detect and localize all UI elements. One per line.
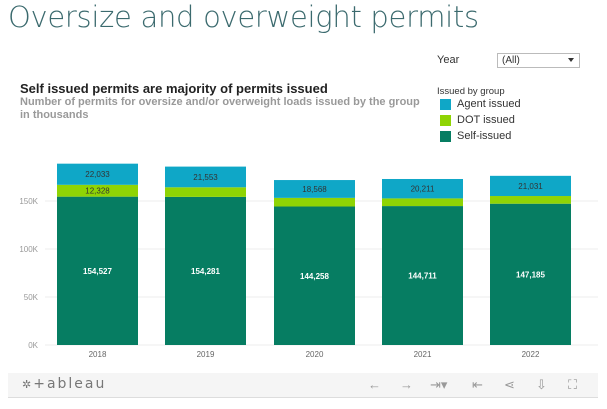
- y-tick-label: 100K: [19, 245, 38, 254]
- download-icon[interactable]: ⇩: [536, 377, 547, 392]
- data-label: 154,527: [83, 267, 112, 276]
- legend-item-agent[interactable]: Agent issued: [440, 97, 521, 111]
- tableau-logo[interactable]: ✲+ableau: [22, 376, 107, 392]
- bar-segment-agent-issued[interactable]: [274, 180, 355, 198]
- revert-icon[interactable]: ⇥▾: [430, 377, 448, 392]
- x-tick-label: 2020: [306, 350, 324, 359]
- legend-item-self[interactable]: Self-issued: [440, 129, 511, 143]
- data-label: 21,553: [193, 173, 218, 182]
- y-tick-label: 0K: [28, 341, 38, 350]
- page-title: Oversize and overweight permits: [8, 0, 479, 34]
- x-tick-label: 2018: [89, 350, 107, 359]
- y-tick-label: 150K: [19, 197, 38, 206]
- year-filter-dropdown[interactable]: (All): [497, 53, 580, 68]
- fullscreen-icon[interactable]: ⛶: [568, 377, 578, 392]
- x-tick-label: 2022: [522, 350, 540, 359]
- bar-segment-dot-issued[interactable]: [382, 198, 463, 207]
- legend-title: Issued by group: [437, 86, 505, 97]
- legend-swatch-self: [440, 130, 451, 142]
- data-label: 21,031: [518, 182, 543, 191]
- legend-swatch-agent: [440, 98, 451, 110]
- legend-label: Self-issued: [457, 130, 512, 142]
- chart-subtitle: Number of permits for oversize and/or ov…: [20, 96, 420, 121]
- data-label: 22,033: [85, 170, 110, 179]
- chart-title: Self issued permits are majority of perm…: [20, 81, 328, 96]
- bar-segment-self-issued[interactable]: [382, 206, 463, 345]
- bar-segment-agent-issued[interactable]: [165, 166, 246, 188]
- y-tick-label: 50K: [24, 293, 39, 302]
- bar-segment-agent-issued[interactable]: [57, 163, 138, 185]
- data-label: 154,281: [191, 267, 220, 276]
- bar-segment-self-issued[interactable]: [274, 206, 355, 345]
- data-label: 144,258: [300, 272, 329, 281]
- bar-segment-dot-issued[interactable]: [165, 187, 246, 197]
- bar-segment-self-issued[interactable]: [490, 203, 571, 345]
- bar-segment-self-issued[interactable]: [57, 196, 138, 345]
- year-filter-value: (All): [502, 55, 520, 66]
- bar-segment-dot-issued[interactable]: [274, 197, 355, 207]
- legend-item-dot[interactable]: DOT issued: [440, 113, 515, 127]
- bar-segment-agent-issued[interactable]: [490, 175, 571, 197]
- stacked-bar-chart: 0K 50K 100K 150K 154,527 12,328 22,033 2018 154,…: [19, 163, 598, 359]
- undo-icon[interactable]: ←: [368, 377, 381, 392]
- bar-segment-self-issued[interactable]: [165, 196, 246, 345]
- year-filter-label: Year: [437, 54, 460, 66]
- chevron-down-icon: [568, 58, 574, 62]
- share-icon[interactable]: ⋖: [504, 377, 515, 392]
- revert-all-icon[interactable]: ⇤: [472, 377, 483, 392]
- legend-label: DOT issued: [457, 114, 515, 126]
- data-label: 144,711: [408, 272, 437, 281]
- legend-label: Agent issued: [457, 98, 521, 110]
- bar-segment-agent-issued[interactable]: [382, 178, 463, 199]
- data-label: 20,211: [411, 185, 435, 194]
- bar-segment-dot-issued[interactable]: [490, 196, 571, 204]
- redo-icon[interactable]: →: [400, 377, 413, 392]
- data-label: 147,185: [516, 270, 545, 279]
- x-tick-label: 2019: [197, 350, 215, 359]
- tableau-toolbar: ✲+ableau ← → ⇥▾ ⇤ ⋖ ⇩ ⛶: [8, 373, 598, 398]
- legend-swatch-dot: [440, 114, 451, 126]
- data-label: 18,568: [302, 185, 327, 194]
- x-tick-label: 2021: [414, 350, 432, 359]
- bar-segment-dot-issued[interactable]: [57, 184, 138, 197]
- data-label: 12,328: [85, 187, 110, 196]
